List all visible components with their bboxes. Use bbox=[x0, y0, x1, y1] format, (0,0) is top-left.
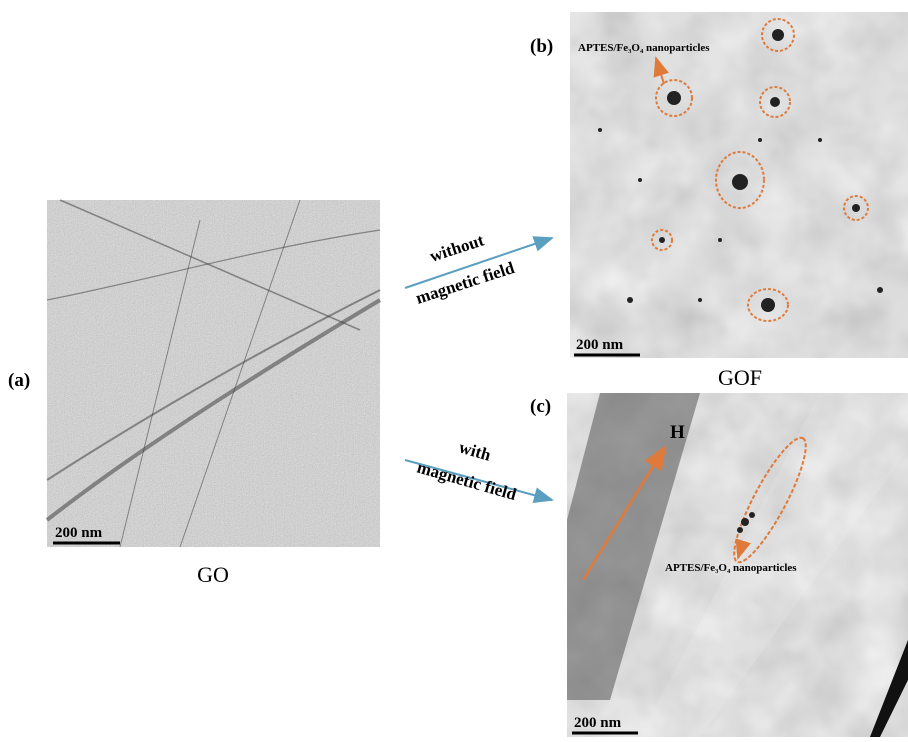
annotation-arrow bbox=[735, 538, 751, 560]
panel-c: H APTES/Fe₃O₄ nanoparticles (c) 200 nm bbox=[530, 393, 908, 737]
arrow-with: with magnetic field bbox=[404, 438, 554, 505]
arrow bbox=[404, 236, 554, 289]
arrow-label: magnetic field bbox=[415, 458, 519, 505]
panel-b: APTES/Fe₃O₄ nanoparticles (b) 200 nm GOF bbox=[530, 12, 908, 390]
panel-caption: GO bbox=[197, 562, 229, 587]
panel-label: (a) bbox=[8, 370, 30, 391]
scale-bar-label: 200 nm bbox=[574, 715, 622, 731]
nanoparticles bbox=[598, 29, 883, 312]
tem-image bbox=[47, 200, 380, 547]
dark-edge bbox=[870, 640, 908, 737]
arrow-label: with bbox=[457, 438, 494, 465]
nanoparticles bbox=[737, 512, 755, 533]
annotation: APTES/Fe₃O₄ nanoparticles bbox=[665, 562, 797, 574]
scale-bar-label: 200 nm bbox=[576, 337, 624, 353]
arrow-label: without bbox=[427, 230, 486, 265]
highlight-ellipse bbox=[733, 436, 807, 564]
dark-region bbox=[567, 393, 700, 700]
field-label: H bbox=[670, 422, 685, 443]
sheet-wrinkles bbox=[45, 199, 382, 548]
panel-caption: GOF bbox=[718, 365, 762, 390]
scale-bar-label: 200 nm bbox=[55, 525, 103, 541]
panel-a: (a) 200 nm GO bbox=[8, 199, 382, 587]
arrow-label: magnetic field bbox=[413, 258, 517, 308]
panel-label: (b) bbox=[530, 36, 553, 57]
annotation-arrow bbox=[653, 56, 669, 85]
highlight-circles bbox=[651, 18, 869, 322]
field-arrow bbox=[581, 444, 667, 581]
annotation: APTES/Fe₃O₄ nanoparticles bbox=[578, 42, 710, 54]
arrow bbox=[404, 459, 554, 503]
light-sheet bbox=[640, 393, 908, 737]
panel-label: (c) bbox=[530, 396, 551, 417]
arrow-without: without magnetic field bbox=[404, 230, 554, 308]
